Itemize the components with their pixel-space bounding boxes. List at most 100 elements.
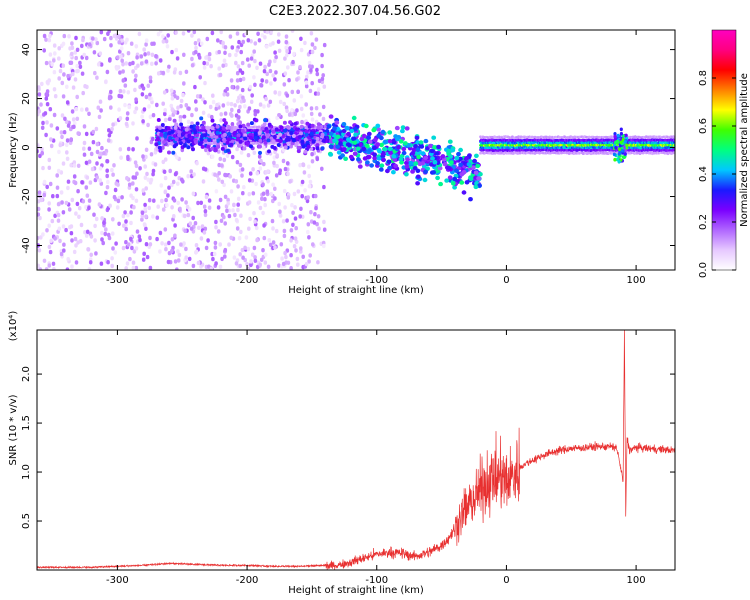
spectrogram-cell (410, 169, 415, 174)
spectrogram-cell (163, 157, 168, 162)
spectrogram-cell (267, 238, 272, 243)
spectrogram-cell (143, 175, 148, 180)
spectrogram-cell (84, 233, 89, 238)
spectrogram-cell (118, 147, 123, 152)
spectrogram-cell (170, 96, 175, 101)
spectrogram-cell (289, 238, 293, 243)
spectrogram-cell (126, 156, 130, 162)
spectrogram-cell (125, 176, 129, 181)
spectrogram-cell (121, 69, 125, 74)
spectrogram-cell (275, 115, 279, 121)
spectrogram-cell (192, 30, 197, 35)
spectrogram-cell (336, 150, 342, 155)
spectrogram-cell (62, 242, 66, 247)
spectrogram-cell (134, 246, 139, 251)
spectrogram-cell (341, 147, 347, 152)
spectrogram-cell (305, 74, 309, 80)
spectrogram-cell (349, 128, 355, 134)
spectrogram-cell (112, 194, 117, 200)
spectrogram-cell (52, 112, 57, 118)
spectrogram-cell (131, 147, 135, 152)
spectrogram-cell (166, 259, 171, 265)
spectrogram-cell (275, 163, 279, 169)
spectrogram-cell (121, 213, 126, 219)
spectrogram-cell (204, 55, 208, 60)
spectrogram-cell (98, 178, 102, 183)
spectrogram-cell (377, 149, 382, 154)
spectrogram-cell (148, 242, 153, 247)
spectrogram-cell (155, 215, 160, 220)
spectrogram-cell (75, 94, 79, 100)
spectrogram-cell (109, 35, 113, 41)
spectrogram-cell (119, 54, 123, 59)
spectrogram-cell (184, 246, 188, 252)
spectrogram-cell (163, 117, 168, 123)
spectrogram-cell (87, 205, 91, 211)
spectrogram-cell (464, 180, 470, 185)
spectrogram-cell (67, 34, 71, 39)
spectrogram-cell (129, 210, 133, 215)
spectrogram-cell (84, 185, 89, 190)
spectrogram-cell (290, 112, 295, 118)
spectrogram-cell (296, 262, 300, 267)
spectrogram-cell (191, 191, 196, 196)
spectrogram-cell (53, 94, 58, 99)
spectrogram-cell (99, 62, 104, 67)
spectrogram-cell (278, 213, 283, 218)
spectrogram-cell (299, 106, 304, 112)
spectrogram-cell (176, 249, 180, 254)
spectrogram-cell (57, 226, 62, 231)
spectrogram-cell (219, 118, 223, 123)
spectrogram-cell (278, 168, 283, 173)
spectrogram-cell (241, 39, 245, 45)
spectrogram-cell (172, 214, 176, 219)
spectrogram-cell (306, 195, 311, 200)
spectrogram-cell (152, 41, 156, 46)
spectrogram-cell (184, 255, 188, 260)
spectrogram-cell (70, 264, 74, 269)
spectrogram-cell (51, 261, 56, 266)
spectrogram-cell (310, 152, 314, 157)
spectrogram-cell (49, 123, 54, 128)
spectrogram-cell (160, 241, 164, 246)
spectrogram-cell (148, 114, 153, 120)
spectrogram-cell (422, 177, 428, 183)
spectrogram-cell (232, 202, 236, 208)
spectrogram-cell (246, 246, 251, 252)
spectrogram-cell (282, 188, 287, 194)
spectrogram-cell (320, 52, 324, 58)
spectrogram-cell (207, 113, 211, 118)
spectrogram-cell (271, 240, 276, 245)
spectrogram-cell (119, 155, 123, 160)
spectrogram-cell (155, 102, 159, 108)
spectrogram-cell (314, 206, 318, 211)
spectrogram-cell (135, 229, 140, 234)
spectrogram-cell (309, 31, 314, 36)
spectrogram-cell (318, 112, 322, 117)
spectrogram-cell (237, 108, 241, 114)
spectrogram-cell (218, 72, 223, 78)
spectrogram-cell (218, 197, 223, 203)
spectrogram-cell (322, 219, 326, 225)
spectrogram-cell (279, 242, 284, 247)
spectrogram-cell (221, 40, 225, 46)
spectrogram-cell (197, 38, 201, 43)
spectrogram-cell (41, 232, 45, 237)
spectrogram-cell (342, 141, 347, 146)
spectrogram-cell (160, 198, 164, 204)
spectrogram-cell (178, 115, 183, 120)
spectrogram-cell (211, 256, 215, 262)
spectrogram-cell (127, 104, 132, 110)
spectrogram-cell (77, 206, 82, 211)
spectrogram-cell (231, 208, 235, 213)
spectrogram-cell (89, 252, 93, 257)
spectrogram-cell (275, 153, 280, 158)
spectrogram-cell (380, 152, 386, 157)
spectrogram-cell (118, 70, 122, 75)
spectrogram-cell (288, 179, 292, 184)
spectrogram-cell (194, 107, 199, 112)
spectrogram-cell (179, 104, 183, 109)
spectrogram-cell (87, 198, 92, 203)
spectrogram-cell (51, 138, 56, 143)
spectrogram-cell (74, 55, 78, 61)
